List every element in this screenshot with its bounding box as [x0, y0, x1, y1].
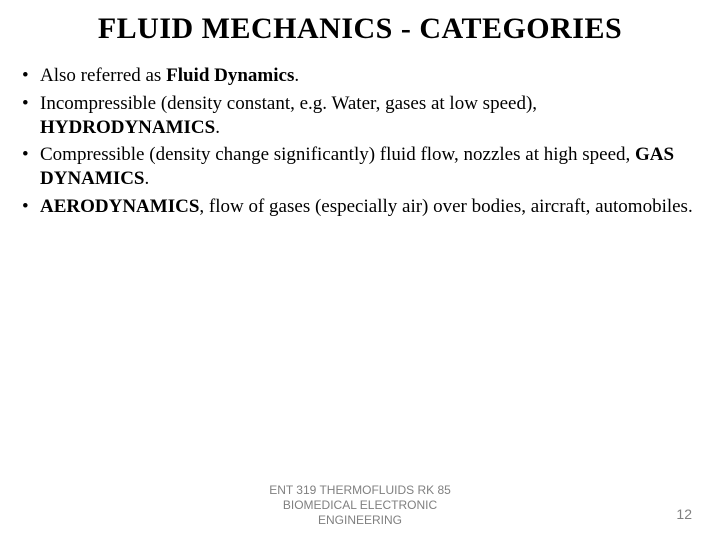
page-number: 12 [676, 506, 692, 522]
slide-container: FLUID MECHANICS - CATEGORIES Also referr… [0, 0, 720, 540]
bullet-list: Also referred as Fluid Dynamics. Incompr… [22, 64, 698, 219]
bullet-text-post: . [145, 168, 150, 189]
bullet-text-pre: Compressible (density change significant… [40, 144, 635, 165]
footer: ENT 319 THERMOFLUIDS RK 85 BIOMEDICAL EL… [0, 483, 720, 528]
bullet-text-post: . [294, 65, 299, 86]
bullet-item: AERODYNAMICS, flow of gases (especially … [22, 195, 698, 219]
slide-title: FLUID MECHANICS - CATEGORIES [22, 12, 698, 46]
bullet-text-bold: Fluid Dynamics [166, 65, 294, 86]
bullet-item: Also referred as Fluid Dynamics. [22, 64, 698, 88]
footer-line: ENGINEERING [230, 513, 490, 528]
bullet-text-bold: HYDRODYNAMICS [40, 117, 215, 138]
bullet-text-post: . [215, 117, 220, 138]
bullet-item: Compressible (density change significant… [22, 143, 698, 191]
footer-line: ENT 319 THERMOFLUIDS RK 85 [230, 483, 490, 498]
footer-line: BIOMEDICAL ELECTRONIC [230, 498, 490, 513]
bullet-text-post: , flow of gases (especially air) over bo… [199, 196, 692, 217]
bullet-item: Incompressible (density constant, e.g. W… [22, 92, 698, 140]
footer-text: ENT 319 THERMOFLUIDS RK 85 BIOMEDICAL EL… [230, 483, 490, 528]
bullet-text-pre: Incompressible (density constant, e.g. W… [40, 93, 537, 114]
bullet-text-pre: Also referred as [40, 65, 166, 86]
bullet-text-bold: AERODYNAMICS [40, 196, 199, 217]
